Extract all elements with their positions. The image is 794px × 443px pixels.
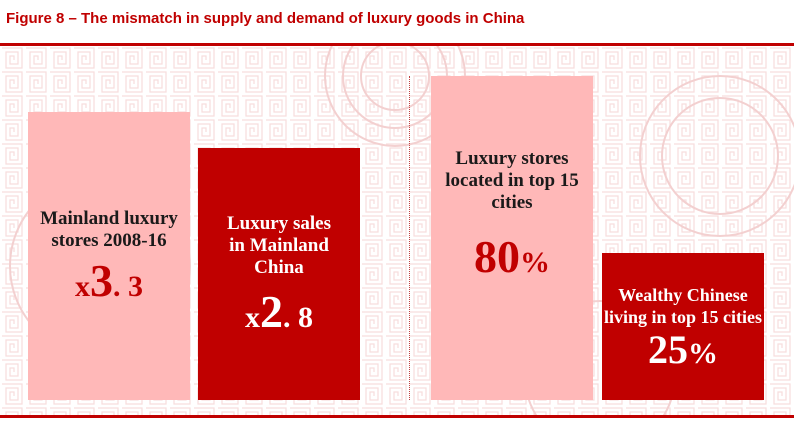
- wealthy-living-unit: %: [688, 336, 718, 370]
- sales-growth-prefix: x: [245, 301, 260, 334]
- stores-growth-value: x3. 3: [75, 258, 143, 304]
- sales-growth-int: 2: [260, 286, 283, 337]
- stores-growth-label: Mainland luxury stores 2008-16: [40, 208, 178, 251]
- wealthy-living-value: 25%: [648, 326, 718, 372]
- wealthy-living-box: Wealthy Chinese living in top 15 cities …: [602, 253, 764, 400]
- wealthy-living-label: Wealthy Chinese living in top 15 cities: [604, 284, 763, 327]
- stores-growth-prefix: x: [75, 270, 90, 303]
- top-rule: [0, 43, 794, 46]
- stores-growth-dec: . 3: [113, 270, 143, 303]
- top-cities-stores-unit: %: [520, 246, 550, 279]
- top-cities-stores-number: 80: [474, 231, 520, 282]
- sales-growth-label: Luxury sales in Mainland China: [227, 213, 331, 278]
- top-cities-stores-label: Luxury stores located in top 15 cities: [445, 148, 579, 213]
- sales-growth-value: x2. 8: [245, 289, 313, 335]
- figure-title: Figure 8 – The mismatch in supply and de…: [6, 10, 525, 27]
- group-divider: [409, 76, 410, 400]
- bottom-rule: [0, 415, 794, 418]
- stores-growth-box: Mainland luxury stores 2008-16 x3. 3: [28, 112, 190, 400]
- stores-growth-int: 3: [90, 255, 113, 306]
- sales-growth-box: Luxury sales in Mainland China x2. 8: [198, 148, 360, 400]
- wealthy-living-number: 25: [648, 326, 688, 372]
- top-cities-stores-value: 80%: [474, 234, 550, 280]
- top-cities-stores-box: Luxury stores located in top 15 cities 8…: [431, 76, 593, 400]
- sales-growth-dec: . 8: [283, 301, 313, 334]
